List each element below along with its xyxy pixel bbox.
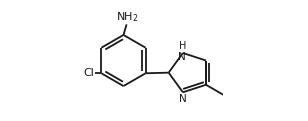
Text: H: H — [179, 41, 186, 51]
Text: NH$_2$: NH$_2$ — [116, 10, 139, 24]
Text: N: N — [178, 52, 186, 62]
Text: Cl: Cl — [83, 68, 94, 78]
Text: N: N — [179, 94, 187, 104]
